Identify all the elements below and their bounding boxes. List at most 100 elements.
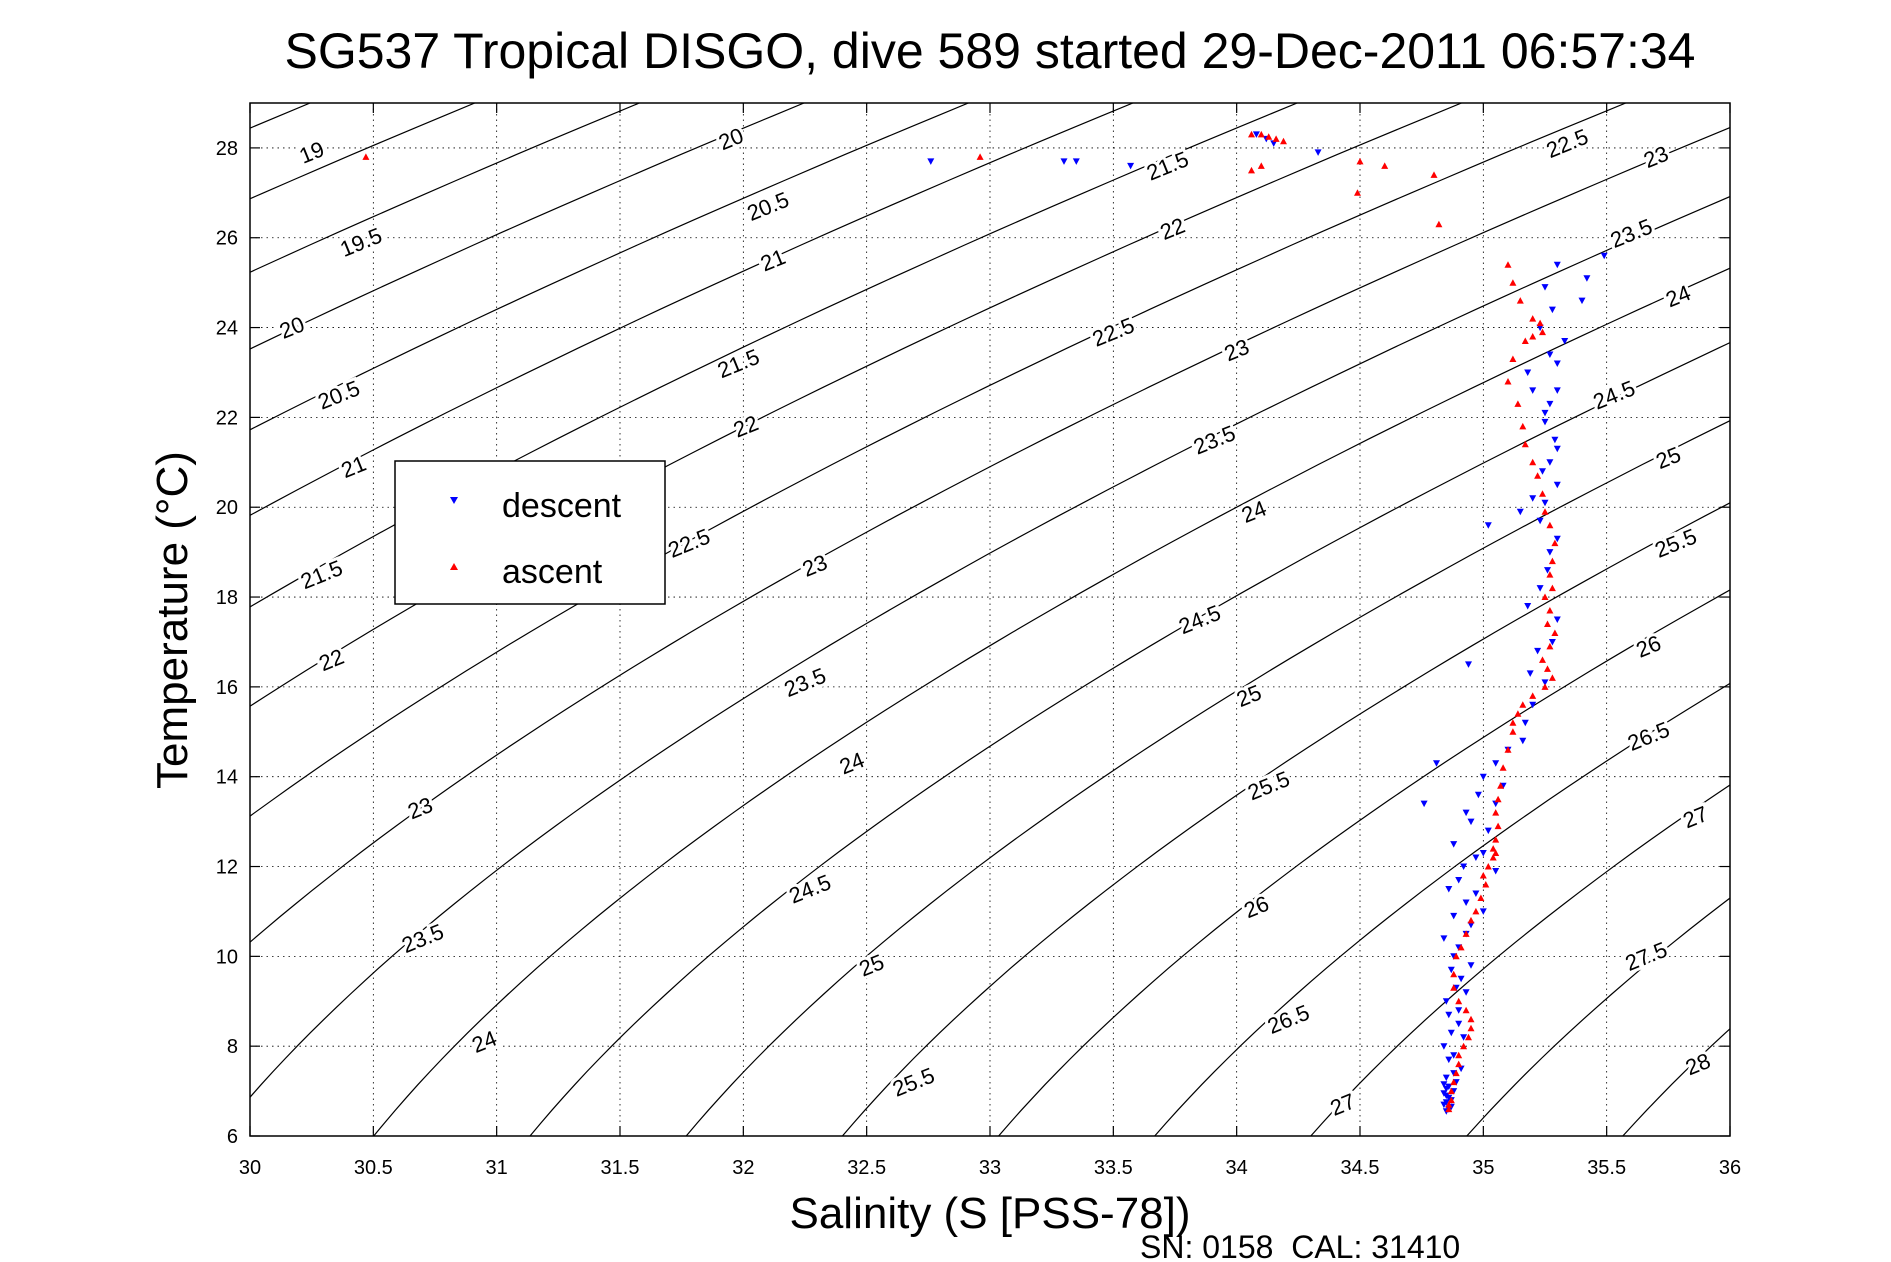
data-point-ascent: [1536, 319, 1544, 327]
data-point-descent: [1484, 827, 1492, 835]
data-point-ascent: [1551, 539, 1559, 547]
data-point-descent: [1583, 275, 1591, 282]
data-point-ascent: [1447, 1087, 1455, 1095]
x-tick-label: 34: [1226, 1157, 1248, 1179]
data-point-descent: [1536, 324, 1544, 332]
data-point-descent: [1546, 351, 1554, 358]
data-point-descent: [1442, 1099, 1450, 1106]
data-point-ascent: [1521, 337, 1529, 344]
density-contour-line: [250, 103, 969, 431]
data-point-ascent: [1452, 1069, 1460, 1077]
data-point-descent: [1524, 603, 1532, 610]
legend-label-ascent: ascent: [502, 553, 603, 591]
data-point-descent: [1541, 409, 1549, 417]
data-point-descent: [1460, 863, 1468, 870]
x-tick-label: 33.5: [1094, 1157, 1133, 1179]
data-point-descent: [1541, 679, 1549, 686]
data-point-ascent: [1356, 157, 1364, 165]
data-point-descent: [1553, 535, 1561, 543]
data-point-ascent: [1529, 458, 1537, 466]
data-point-ascent: [1455, 997, 1463, 1005]
data-point-ascent: [1504, 378, 1512, 385]
data-point-ascent: [1546, 571, 1554, 578]
data-point-descent: [1551, 436, 1559, 444]
data-point-ascent: [1482, 881, 1490, 888]
data-point-ascent: [1546, 607, 1554, 614]
data-point-descent: [1529, 387, 1537, 394]
plot-area: [250, 103, 1730, 1136]
density-contour-line: [250, 103, 1462, 707]
data-point-ascent: [1504, 746, 1512, 753]
data-point-ascent: [1257, 130, 1265, 138]
data-point-ascent: [1465, 1033, 1472, 1041]
data-point-ascent: [1509, 719, 1517, 726]
data-point-ascent: [1445, 1101, 1453, 1108]
data-point-ascent: [1460, 1042, 1468, 1050]
data-point-descent: [1536, 585, 1544, 592]
data-point-ascent: [1519, 422, 1527, 430]
data-point-ascent: [1462, 930, 1470, 937]
data-point-descent: [1479, 773, 1487, 781]
data-point-ascent: [1551, 629, 1559, 636]
data-point-descent: [1440, 1081, 1448, 1088]
y-tick-label: 24: [216, 318, 238, 340]
data-point-descent: [1561, 338, 1569, 345]
data-point-descent: [1462, 989, 1470, 996]
data-point-ascent: [1494, 795, 1502, 803]
data-point-descent: [1445, 1011, 1453, 1019]
data-series: [362, 130, 1608, 1115]
data-point-descent: [1526, 670, 1534, 677]
data-point-ascent: [1539, 490, 1546, 497]
data-point-ascent: [1467, 916, 1475, 924]
data-point-descent: [1440, 935, 1448, 942]
density-contour-line: [250, 103, 1134, 517]
data-point-descent: [1521, 719, 1529, 727]
density-contours: [250, 103, 1730, 1136]
data-point-descent: [1553, 360, 1561, 367]
density-contour-line: [1154, 682, 1730, 1136]
data-point-ascent: [1492, 849, 1500, 856]
data-point-ascent: [1447, 1096, 1455, 1104]
data-point-ascent: [1544, 620, 1551, 627]
data-point-ascent: [1265, 133, 1273, 140]
data-point-descent: [1127, 162, 1135, 170]
data-point-ascent: [1541, 508, 1549, 515]
data-point-descent: [1442, 1085, 1450, 1093]
density-contour-line: [1310, 784, 1730, 1136]
data-point-ascent: [1548, 557, 1556, 565]
x-tick-label: 36: [1719, 1157, 1741, 1179]
data-point-descent: [1553, 616, 1561, 623]
legend: descent ascent: [394, 460, 666, 605]
data-point-descent: [1524, 369, 1532, 376]
data-point-ascent: [1529, 692, 1537, 699]
data-point-ascent: [1541, 593, 1549, 600]
y-tick-label: 28: [216, 138, 238, 160]
data-point-descent: [1548, 306, 1556, 314]
density-contour-line: [250, 103, 1627, 817]
data-point-descent: [1457, 1065, 1465, 1073]
y-tick-label: 12: [216, 857, 238, 879]
data-point-descent: [1541, 499, 1549, 507]
data-point-descent: [1440, 1043, 1448, 1050]
data-point-ascent: [1514, 400, 1522, 407]
data-point-ascent: [1381, 162, 1389, 169]
data-point-ascent: [1457, 943, 1465, 951]
x-tick-label: 31.5: [601, 1157, 640, 1179]
data-point-descent: [1539, 468, 1546, 475]
y-tick-label: 26: [216, 228, 238, 250]
data-point-descent: [1474, 791, 1482, 799]
data-point-ascent: [1280, 137, 1287, 145]
x-axis-ticks: 30 30.5 31 31.5 32 32.5 33 33.5 34 34.5 35 35.5 36: [239, 103, 1741, 1179]
y-axis-label: Temperature (°C): [148, 451, 197, 789]
data-point-descent: [1546, 459, 1554, 466]
data-point-descent: [1450, 1052, 1458, 1059]
data-point-descent: [1529, 701, 1537, 709]
data-point-ascent: [1484, 863, 1492, 870]
density-contour-line: [250, 195, 1730, 1099]
y-tick-label: 10: [216, 946, 238, 968]
data-point-ascent: [1479, 872, 1487, 879]
data-point-ascent: [1546, 521, 1554, 529]
data-point-descent: [1553, 387, 1561, 394]
y-tick-label: 18: [216, 587, 238, 609]
